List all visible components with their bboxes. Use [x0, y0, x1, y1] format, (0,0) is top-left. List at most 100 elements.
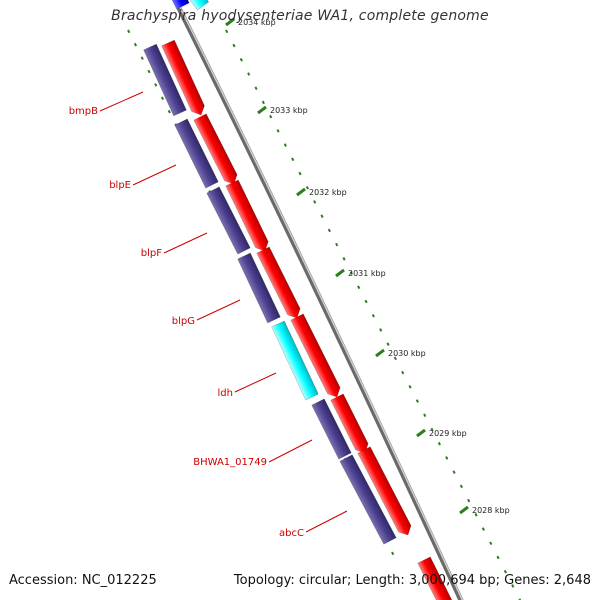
forward-cds-feature: [357, 446, 412, 536]
outer-dot: [452, 470, 456, 474]
outer-dot: [481, 527, 485, 531]
inner-dot: [127, 29, 131, 34]
forward-cds-feature: [193, 113, 238, 185]
outer-dot: [496, 555, 500, 560]
axis-tick: [459, 505, 469, 515]
outer-dot: [401, 370, 405, 375]
outer-dot: [364, 299, 368, 304]
outer-dot: [415, 399, 419, 403]
outer-dot: [430, 427, 434, 432]
outer-dot: [305, 185, 309, 190]
outer-dot: [313, 200, 317, 204]
rna-feature: [271, 320, 319, 401]
tick-label: 2031 kbp: [348, 269, 386, 278]
outer-dot: [239, 57, 243, 62]
outer-dot: [335, 242, 339, 247]
forward-cds-feature: [225, 179, 269, 252]
backbone: [172, 0, 464, 600]
axis-tick: [296, 187, 306, 197]
gene-label: bmpB: [69, 106, 98, 117]
outer-dot: [254, 86, 258, 91]
reverse-cds-feature: [206, 186, 251, 255]
axis-tick: [375, 348, 385, 358]
gene-label: abcC: [279, 528, 304, 539]
outer-dot: [298, 171, 302, 176]
gene-label: blpF: [141, 248, 162, 259]
inner-dot: [154, 83, 158, 87]
outer-dot: [393, 356, 397, 361]
forward-cds-feature: [256, 246, 301, 319]
reverse-cds-feature: [237, 252, 281, 324]
forward-cds-feature: [290, 313, 341, 398]
forward-cds-feature: [330, 393, 369, 454]
outer-dot: [386, 342, 390, 346]
tick-label: 2028 kbp: [472, 506, 510, 515]
gene-labels: bmpB blpE blpF blpG ldh BHWA1_01749 abcC: [69, 91, 348, 539]
label-leader-line: [234, 372, 277, 393]
tick-label: 2029 kbp: [429, 429, 467, 438]
reverse-cds-feature: [174, 118, 219, 189]
genome-summary-text: Topology: circular; Length: 3,000,694 bp…: [233, 573, 591, 588]
inner-dot: [133, 42, 138, 47]
axis-ticks: 2034 kbp 2033 kbp 2032 kbp 2031 kbp 2030 kbp…: [225, 17, 510, 515]
outer-dot: [408, 385, 412, 389]
outer-dot: [511, 584, 515, 588]
label-leader-line: [163, 232, 208, 254]
reverse-cds-feature: [167, 0, 190, 10]
outer-dot: [276, 129, 280, 133]
outer-dot: [225, 29, 229, 34]
outer-dot: [371, 313, 375, 318]
outer-dot: [327, 228, 331, 233]
label-leader-line: [196, 299, 241, 321]
outer-dot: [247, 72, 251, 76]
label-leader-line: [99, 91, 144, 112]
rna-feature: [183, 0, 210, 11]
outer-dot: [474, 513, 478, 517]
gene-label: blpE: [109, 180, 131, 191]
gene-label: BHWA1_01749: [193, 457, 267, 468]
label-leader-line: [305, 510, 348, 533]
outer-dot: [518, 598, 522, 600]
label-leader-line: [132, 164, 177, 186]
tick-label: 2032 kbp: [309, 188, 347, 197]
inner-dot: [160, 96, 165, 101]
outer-dot: [269, 114, 273, 119]
label-leader-line: [268, 439, 313, 463]
outer-dot: [459, 484, 463, 489]
reverse-cds-feature: [339, 454, 397, 545]
axis-tick: [416, 428, 426, 438]
inner-dot: [147, 69, 151, 74]
reverse-cds-feature: [311, 398, 352, 460]
outer-dot: [232, 43, 236, 48]
outer-dot: [379, 328, 383, 332]
tick-label: 2033 kbp: [270, 106, 308, 115]
tick-label: 2034 kbp: [238, 18, 276, 27]
inner-dot: [140, 56, 144, 60]
outer-dot: [357, 285, 361, 290]
reverse-cds-feature: [143, 43, 187, 117]
axis-tick: [257, 105, 267, 115]
outer-dot: [291, 157, 295, 162]
forward-cds-feature: [161, 39, 205, 116]
outer-dot: [437, 441, 441, 446]
gene-label: ldh: [218, 388, 233, 399]
accession-text: Accession: NC_012225: [9, 573, 157, 588]
outer-dot: [320, 214, 324, 218]
tick-label: 2030 kbp: [388, 349, 426, 358]
forward-cds-feature: [417, 556, 457, 600]
map-title: Brachyspira hyodysenteriae WA1, complete…: [111, 8, 489, 24]
inner-dot: [391, 551, 395, 556]
axis-tick: [335, 268, 345, 278]
outer-dot: [489, 541, 493, 546]
gene-label: blpG: [172, 316, 195, 327]
inner-dot: [167, 109, 171, 114]
dotted-tracks: [127, 29, 522, 600]
outer-dot: [261, 100, 265, 105]
outer-dot: [349, 271, 353, 275]
outer-dot: [445, 456, 449, 460]
gene-features: [143, 0, 457, 600]
axis-tick: [225, 17, 235, 27]
outer-dot: [342, 257, 346, 261]
outer-dot: [503, 569, 507, 574]
